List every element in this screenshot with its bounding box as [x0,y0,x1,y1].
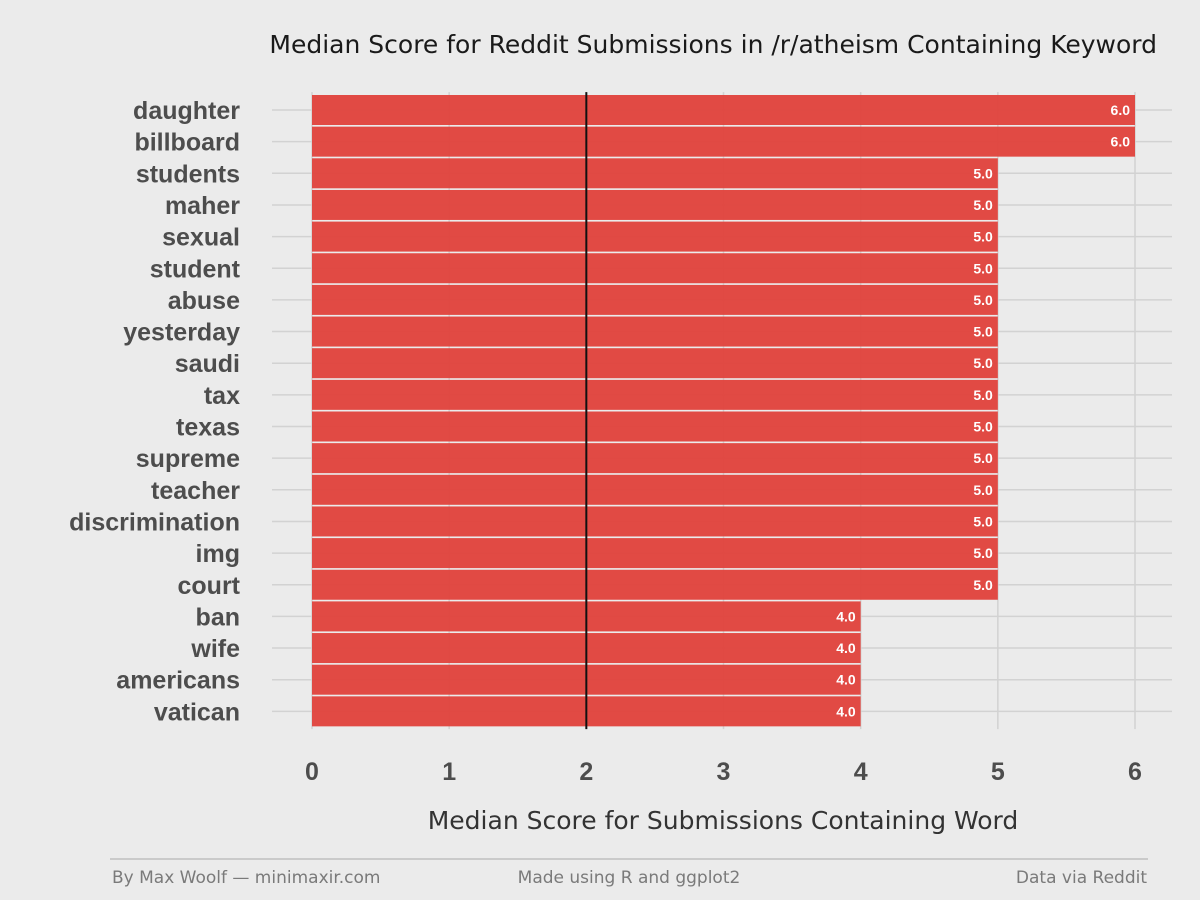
x-tick-label: 3 [717,758,731,786]
category-label: texas [176,414,240,442]
bar [312,379,998,410]
category-label: billboard [134,129,240,157]
x-tick-label: 5 [991,758,1005,786]
bar [312,474,998,505]
category-label: daughter [133,97,240,125]
bars [312,95,1135,727]
bar-value-label: 5.0 [973,324,993,340]
bar-value-label: 5.0 [973,165,993,181]
category-label: teacher [151,477,240,505]
bar-value-label: 4.0 [836,640,856,656]
bar-value-label: 5.0 [973,513,993,529]
bar [312,253,998,284]
x-axis-title: Median Score for Submissions Containing … [428,806,1019,835]
footer-tool: Made using R and ggplot2 [518,868,741,888]
bar [312,95,1135,125]
bar [312,538,998,569]
bar [312,569,998,600]
category-label: saudi [175,350,240,378]
category-label: students [136,160,240,188]
x-tick-label: 1 [442,758,456,786]
category-label: discrimination [69,508,240,536]
category-label: sexual [162,224,240,252]
bar-value-label: 5.0 [973,419,993,435]
bar [312,348,998,379]
bar [312,316,998,347]
bar-value-label: 5.0 [973,387,993,403]
bar-value-label: 5.0 [973,197,993,213]
category-label: vatican [154,698,240,726]
labels: daughter billboard students maher sexual stud… [69,97,1142,786]
category-label: student [150,255,241,283]
category-label: tax [204,382,240,410]
category-label: maher [165,192,240,220]
bar-value-label: 5.0 [973,450,993,466]
bar [312,189,998,220]
x-tick-label: 0 [305,758,319,786]
bar [312,506,998,537]
bar-value-label: 4.0 [836,672,856,688]
x-tick-label: 6 [1128,758,1142,786]
bar-value-label: 5.0 [973,260,993,276]
bar-value-label: 5.0 [973,229,993,245]
bar [312,284,998,315]
category-label: abuse [168,287,240,315]
bar-value-label: 5.0 [973,292,993,308]
category-label: americans [116,667,240,695]
category-label: img [196,540,240,568]
bar [312,411,998,442]
footer-source: Data via Reddit [1016,868,1147,888]
x-tick-label: 2 [579,758,593,786]
category-label: supreme [136,445,240,473]
category-label: wife [190,635,240,663]
bar-value-label: 5.0 [973,355,993,371]
category-label: court [178,572,241,600]
bar-value-label: 5.0 [973,545,993,561]
bar-value-label: 6.0 [1111,102,1131,118]
x-tick-label: 4 [854,758,868,786]
bar-value-label: 4.0 [836,703,856,719]
bar-value-label: 6.0 [1111,134,1131,150]
bar-value-label: 5.0 [973,482,993,498]
category-label: yesterday [123,319,240,347]
bar-value-label: 4.0 [836,608,856,624]
bar [312,221,998,252]
bar [312,158,998,189]
bar-value-label: 5.0 [973,577,993,593]
bar [312,126,1135,157]
footer-credit: By Max Woolf — minimaxir.com [112,868,381,888]
category-label: ban [196,603,240,631]
bar [312,443,998,474]
chart-title: Median Score for Reddit Submissions in /… [269,30,1157,59]
